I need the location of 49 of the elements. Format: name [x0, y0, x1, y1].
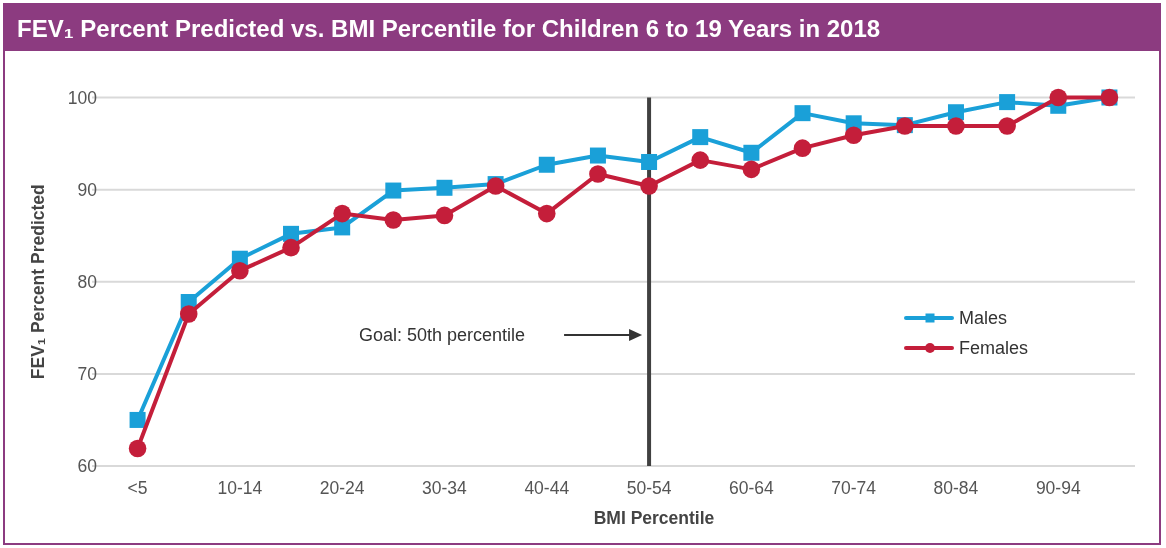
point [844, 126, 863, 145]
point [384, 211, 403, 229]
point [947, 104, 964, 121]
y-tick-label: 60 [77, 456, 98, 477]
point [1049, 88, 1068, 107]
x-tick-label: 70-74 [831, 478, 877, 498]
point [231, 261, 249, 280]
point [640, 177, 658, 195]
y-tick-label: 90 [77, 179, 98, 200]
chart-title: FEV₁ Percent Predicted vs. BMI Percentile for Children 6 to 19 Years in 2018 [17, 15, 881, 42]
x-tick-label: 90-94 [1035, 478, 1081, 498]
y-tick-label: 80 [77, 271, 98, 292]
x-tick-label: <5 [127, 478, 148, 498]
point [436, 179, 453, 196]
point [333, 204, 351, 223]
y-axis-title: FEV₁ Percent Predicted [28, 184, 48, 380]
x-tick-label: 20-24 [319, 478, 365, 498]
point [742, 160, 761, 179]
point [641, 153, 658, 170]
y-tick-label: 100 [67, 87, 98, 108]
point [589, 147, 606, 164]
point [691, 151, 710, 169]
x-tick-label: 10-14 [217, 478, 263, 498]
point [743, 144, 760, 161]
point [537, 204, 556, 223]
x-tick-label: 80-84 [933, 478, 979, 498]
point [692, 129, 709, 146]
point [128, 439, 147, 458]
point [435, 206, 454, 225]
point [947, 117, 965, 135]
x-tick-label: 50-54 [626, 478, 672, 498]
x-tick-label: 30-34 [422, 478, 468, 498]
point [129, 411, 146, 428]
point [385, 182, 402, 199]
point [282, 238, 300, 257]
point [998, 117, 1016, 135]
point [179, 305, 198, 323]
legend-label: Males [959, 308, 1008, 329]
legend-label: Females [959, 338, 1029, 359]
x-axis-title: BMI Percentile [593, 508, 715, 528]
x-tick-label: 60-64 [728, 478, 775, 498]
point [793, 139, 812, 157]
annotation: Goal: 50th percentile [358, 325, 526, 346]
point [538, 156, 555, 173]
point [589, 165, 607, 183]
point [794, 105, 811, 122]
point [999, 94, 1016, 111]
y-tick-label: 70 [77, 364, 98, 384]
x-tick-label: 40-44 [524, 478, 570, 498]
